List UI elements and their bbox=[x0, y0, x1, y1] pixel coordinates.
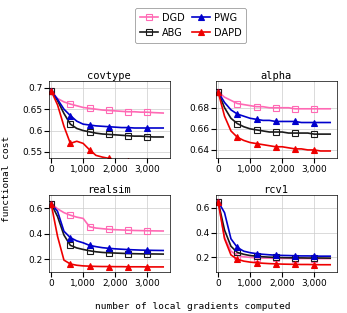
Title: covtype: covtype bbox=[87, 71, 131, 81]
Title: realsim: realsim bbox=[87, 185, 131, 195]
Text: number of local gradients computed: number of local gradients computed bbox=[95, 302, 290, 311]
Legend: DGD, ABG, PWG, DAPD: DGD, ABG, PWG, DAPD bbox=[135, 8, 246, 43]
Title: alpha: alpha bbox=[261, 71, 292, 81]
Text: functional cost: functional cost bbox=[2, 135, 11, 222]
Title: rcv1: rcv1 bbox=[264, 185, 289, 195]
